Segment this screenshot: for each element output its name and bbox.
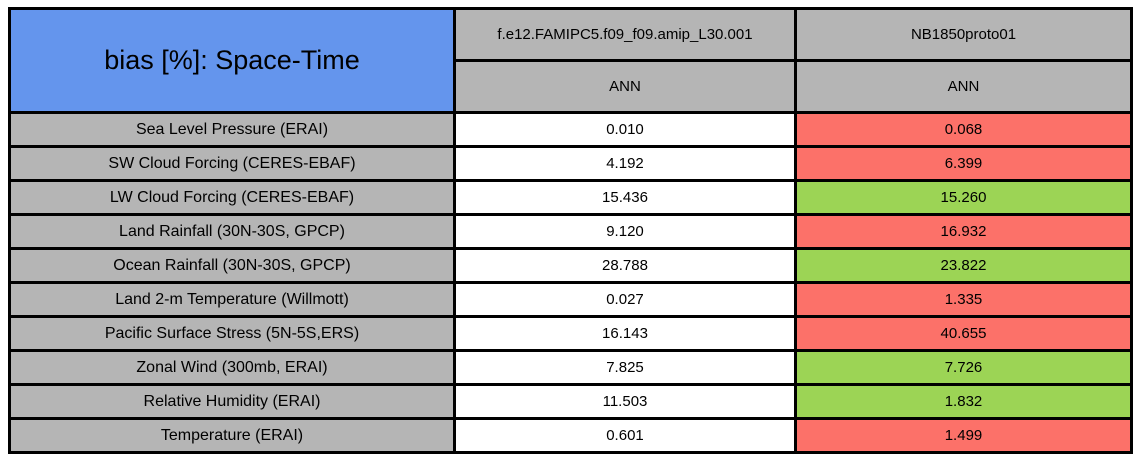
table-body: Sea Level Pressure (ERAI) 0.010 0.068 SW Cl… [8, 111, 1133, 454]
row-label: Zonal Wind (300mb, ERAI) [8, 349, 456, 386]
column-header-season-1: ANN [453, 59, 797, 114]
value-cell: 16.932 [794, 213, 1133, 250]
value-cell: 6.399 [794, 145, 1133, 182]
value-cell: 15.260 [794, 179, 1133, 216]
value-cell: 11.503 [453, 383, 797, 420]
value-cell: 9.120 [453, 213, 797, 250]
table-row: Zonal Wind (300mb, ERAI) 7.825 7.726 [8, 349, 1133, 386]
row-label: SW Cloud Forcing (CERES-EBAF) [8, 145, 456, 182]
value-cell: 7.726 [794, 349, 1133, 386]
value-cell: 0.068 [794, 111, 1133, 148]
column-header-model-2: NB1850proto01 [794, 7, 1133, 62]
row-label: Relative Humidity (ERAI) [8, 383, 456, 420]
value-cell: 0.010 [453, 111, 797, 148]
table-row: LW Cloud Forcing (CERES-EBAF) 15.436 15.26… [8, 179, 1133, 216]
header-row-models: bias [%]: Space-Time f.e12.FAMIPC5.f09_f… [8, 7, 1133, 114]
value-cell: 1.832 [794, 383, 1133, 420]
value-cell: 1.499 [794, 417, 1133, 454]
value-cell: 15.436 [453, 179, 797, 216]
table-row: Land Rainfall (30N-30S, GPCP) 9.120 16.932 [8, 213, 1133, 250]
table-row: SW Cloud Forcing (CERES-EBAF) 4.192 6.399 [8, 145, 1133, 182]
row-label: Ocean Rainfall (30N-30S, GPCP) [8, 247, 456, 284]
header-row-seasons: ANN ANN [10, 59, 1133, 114]
value-cell: 0.027 [453, 281, 797, 318]
row-label: Sea Level Pressure (ERAI) [8, 111, 456, 148]
table-title: bias [%]: Space-Time [8, 7, 456, 114]
table-row: Land 2-m Temperature (Willmott) 0.027 1.33… [8, 281, 1133, 318]
value-cell: 28.788 [453, 247, 797, 284]
value-cell: 4.192 [453, 145, 797, 182]
metrics-table: bias [%]: Space-Time f.e12.FAMIPC5.f09_f… [8, 7, 1133, 454]
table-header: bias [%]: Space-Time f.e12.FAMIPC5.f09_f… [8, 7, 1133, 114]
row-label: LW Cloud Forcing (CERES-EBAF) [8, 179, 456, 216]
table-row: Temperature (ERAI) 0.601 1.499 [8, 417, 1133, 454]
column-header-model-1: f.e12.FAMIPC5.f09_f09.amip_L30.001 [453, 7, 797, 62]
row-label: Land Rainfall (30N-30S, GPCP) [8, 213, 456, 250]
row-label: Land 2-m Temperature (Willmott) [8, 281, 456, 318]
value-cell: 16.143 [453, 315, 797, 352]
row-label: Pacific Surface Stress (5N-5S,ERS) [8, 315, 456, 352]
value-cell: 0.601 [453, 417, 797, 454]
table-row: Relative Humidity (ERAI) 11.503 1.832 [8, 383, 1133, 420]
table-row: Ocean Rainfall (30N-30S, GPCP) 28.788 23.8… [8, 247, 1133, 284]
column-header-season-2: ANN [794, 59, 1133, 114]
row-label: Temperature (ERAI) [8, 417, 456, 454]
value-cell: 23.822 [794, 247, 1133, 284]
value-cell: 7.825 [453, 349, 797, 386]
value-cell: 1.335 [794, 281, 1133, 318]
value-cell: 40.655 [794, 315, 1133, 352]
table-row: Sea Level Pressure (ERAI) 0.010 0.068 [8, 111, 1133, 148]
table-row: Pacific Surface Stress (5N-5S,ERS) 16.143… [8, 315, 1133, 352]
